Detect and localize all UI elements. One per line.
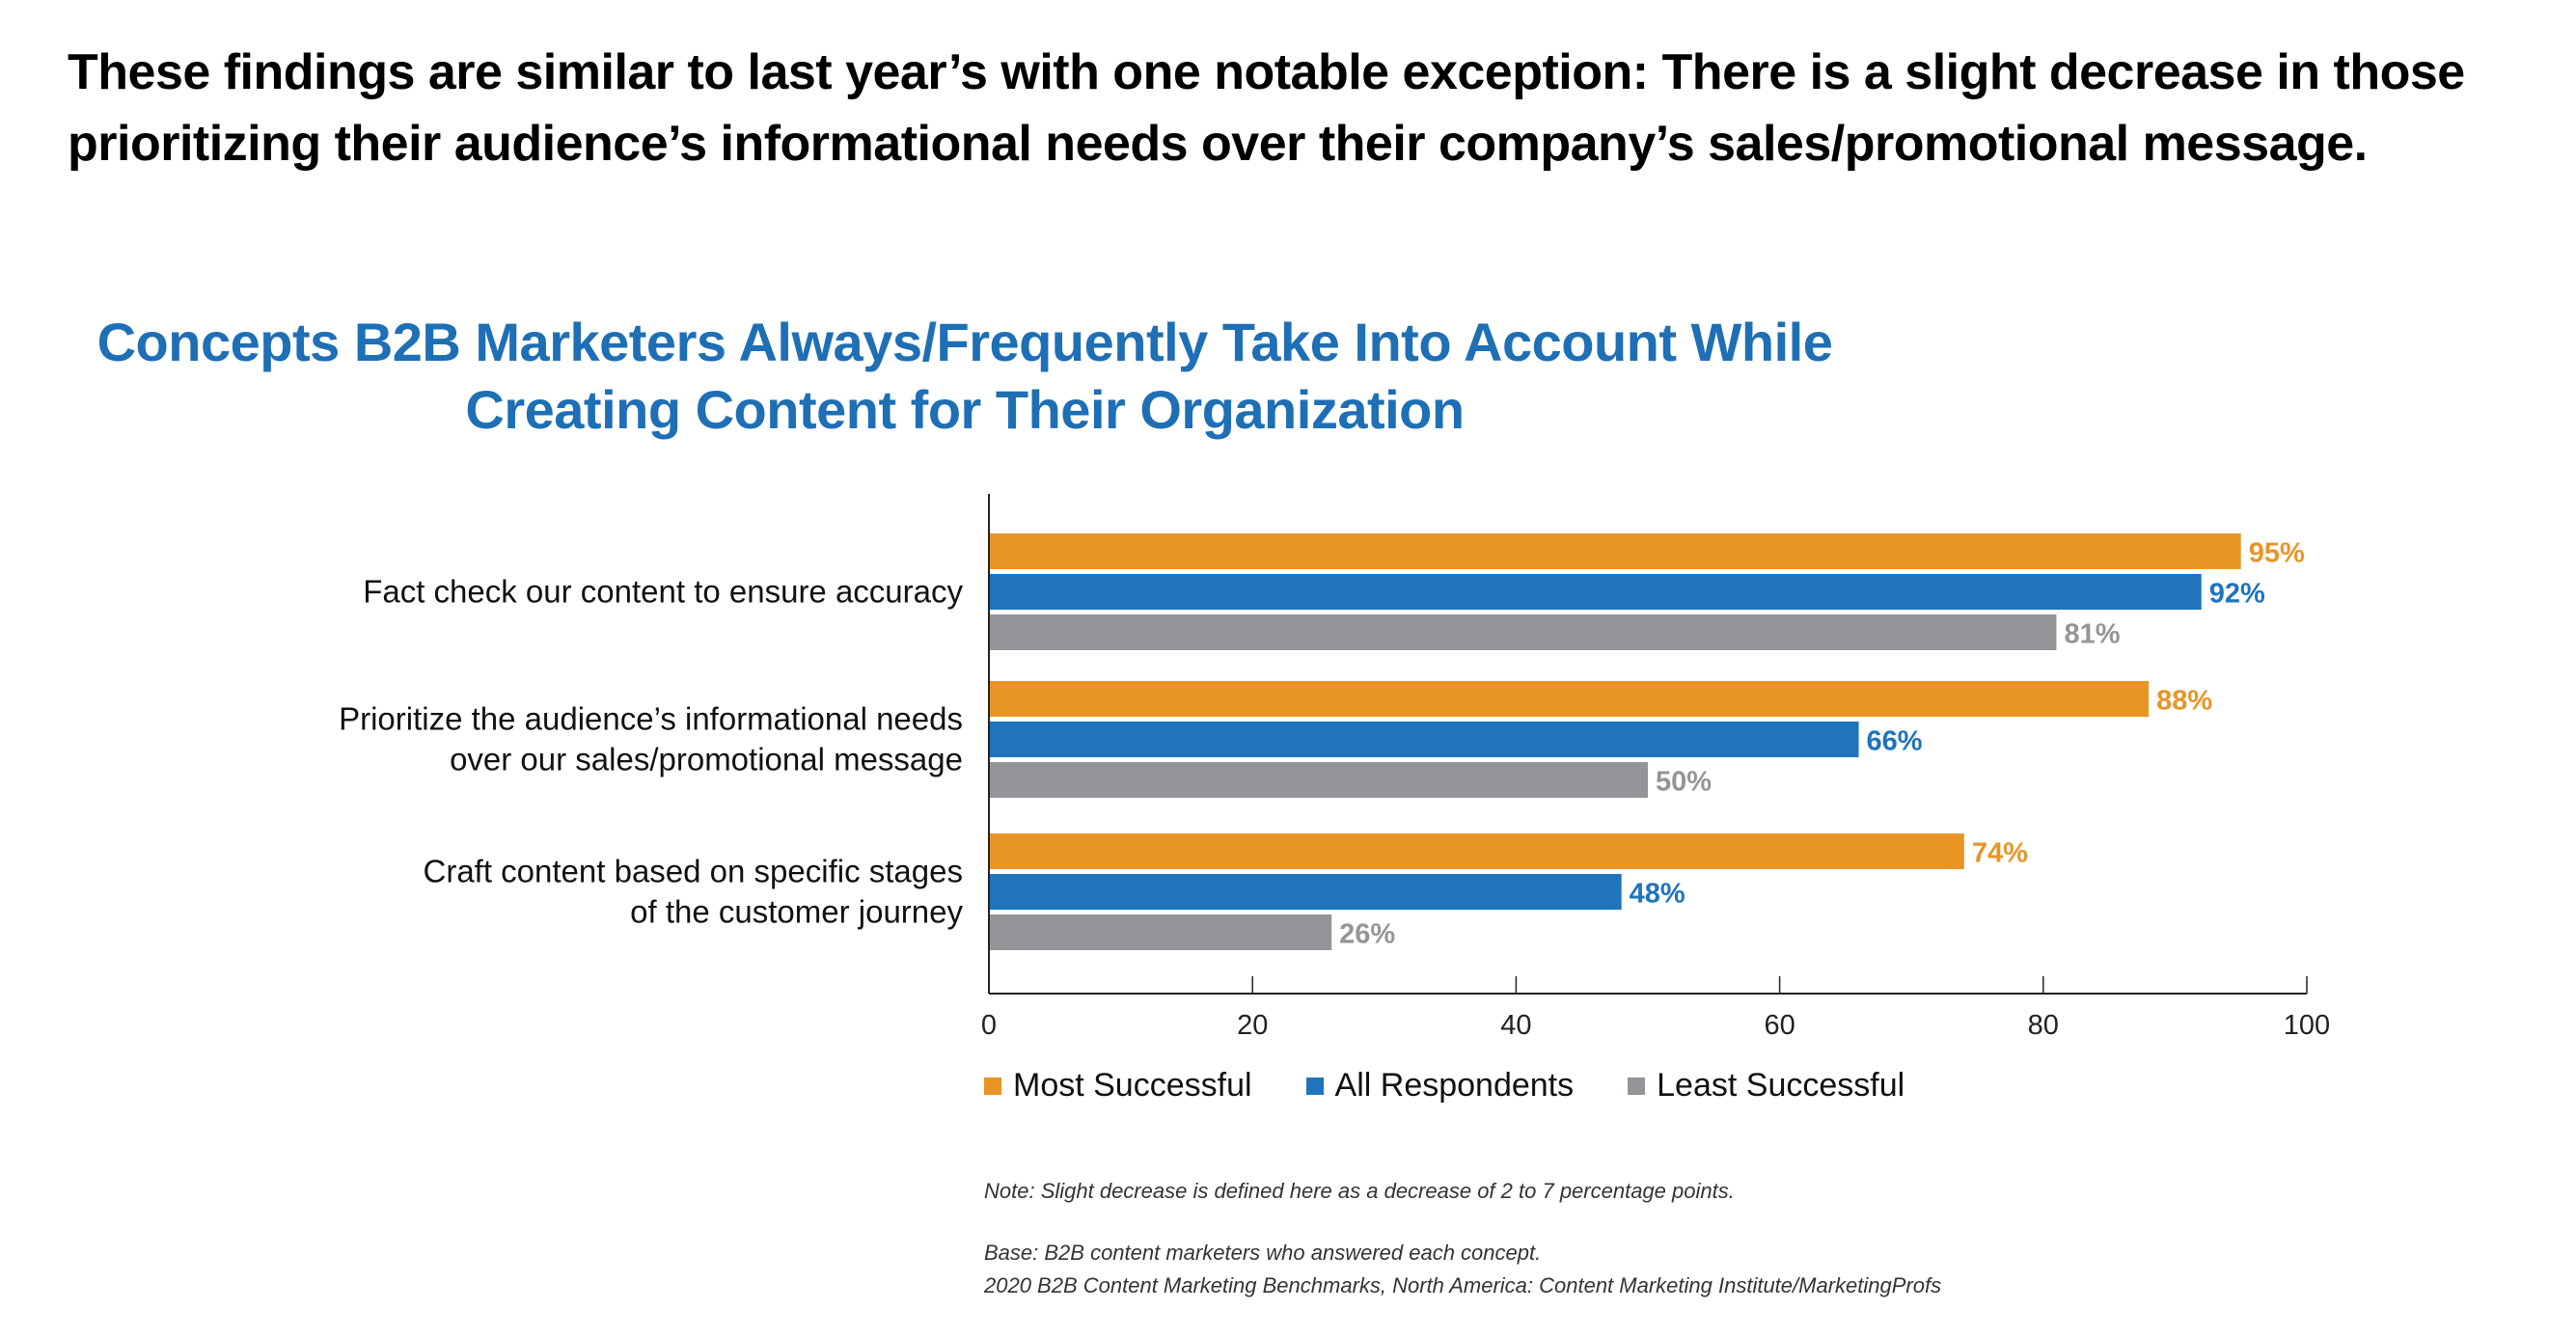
legend-label: Most Successful <box>1013 1067 1252 1104</box>
legend-item-least-successful: Least Successful <box>1628 1067 1905 1105</box>
bar-most-successful <box>990 533 2241 569</box>
category-label: Craft content based on specific stages of… <box>424 854 964 930</box>
bar-all-respondents <box>990 722 1859 757</box>
legend-swatch-most-successful <box>984 1077 1001 1095</box>
category-label-line: Craft content based on specific stages <box>424 854 964 889</box>
data-label: 48% <box>1630 879 1685 910</box>
category-label-line: over our sales/promotional message <box>450 742 963 778</box>
legend-swatch-least-successful <box>1628 1077 1646 1095</box>
x-tick-label: 20 <box>1237 1010 1268 1041</box>
data-label: 92% <box>2209 579 2265 610</box>
headline-line-2: prioritizing their audience’s informatio… <box>68 116 2368 172</box>
category-label-line: of the customer journey <box>630 894 963 930</box>
legend-label: Least Successful <box>1657 1067 1905 1104</box>
data-label: 81% <box>2064 619 2120 650</box>
bar-least-successful <box>990 614 2057 650</box>
data-label: 95% <box>2249 538 2305 569</box>
headline-line-1: These findings are similar to last year’… <box>68 44 2465 100</box>
category-label-line: Fact check our content to ensure accurac… <box>363 574 963 610</box>
data-label: 66% <box>1867 726 1923 757</box>
legend-label: All Respondents <box>1334 1067 1575 1104</box>
data-label: 88% <box>2156 686 2212 717</box>
x-tick-label: 0 <box>981 1010 997 1041</box>
data-label: 50% <box>1656 767 1712 798</box>
bar-most-successful <box>990 681 2150 717</box>
legend-item-most-successful: Most Successful <box>984 1067 1252 1105</box>
note-text: Note: Slight decrease is defined here as… <box>984 1179 1735 1203</box>
legend-swatch-all-respondents <box>1305 1077 1324 1095</box>
x-tick-label: 80 <box>2028 1010 2059 1041</box>
bar-all-respondents <box>990 574 2202 610</box>
x-tick-label: 100 <box>2284 1010 2330 1041</box>
chart-title: Concepts B2B Marketers Always/Frequently… <box>0 309 2576 444</box>
data-label: 74% <box>1972 838 2028 869</box>
legend: Most Successful All Respondents Least Su… <box>984 1067 1905 1105</box>
chart-title-line-1: Concepts B2B Marketers Always/Frequently… <box>96 312 1833 372</box>
category-label: Prioritize the audience’s informational … <box>339 701 963 778</box>
bar-least-successful <box>990 762 1648 798</box>
bar-least-successful <box>990 914 1332 950</box>
bar-all-respondents <box>990 874 1622 910</box>
category-label: Fact check our content to ensure accurac… <box>363 574 963 610</box>
chart-title-line-2: Creating Content for Their Organization <box>465 379 1465 440</box>
x-tick-label: 40 <box>1500 1010 1531 1041</box>
headline: These findings are similar to last year’… <box>68 37 2557 179</box>
base-text: Base: B2B content marketers who answered… <box>984 1241 1542 1265</box>
source-text: 2020 B2B Content Marketing Benchmarks, N… <box>984 1273 1942 1297</box>
legend-item-all-respondents: All Respondents <box>1305 1067 1575 1105</box>
x-tick-label: 60 <box>1764 1010 1795 1041</box>
data-label: 26% <box>1339 919 1395 950</box>
notes: Note: Slight decrease is defined here as… <box>984 1175 1941 1302</box>
category-label-line: Prioritize the audience’s informational … <box>339 701 963 737</box>
bar-most-successful <box>990 833 1964 869</box>
